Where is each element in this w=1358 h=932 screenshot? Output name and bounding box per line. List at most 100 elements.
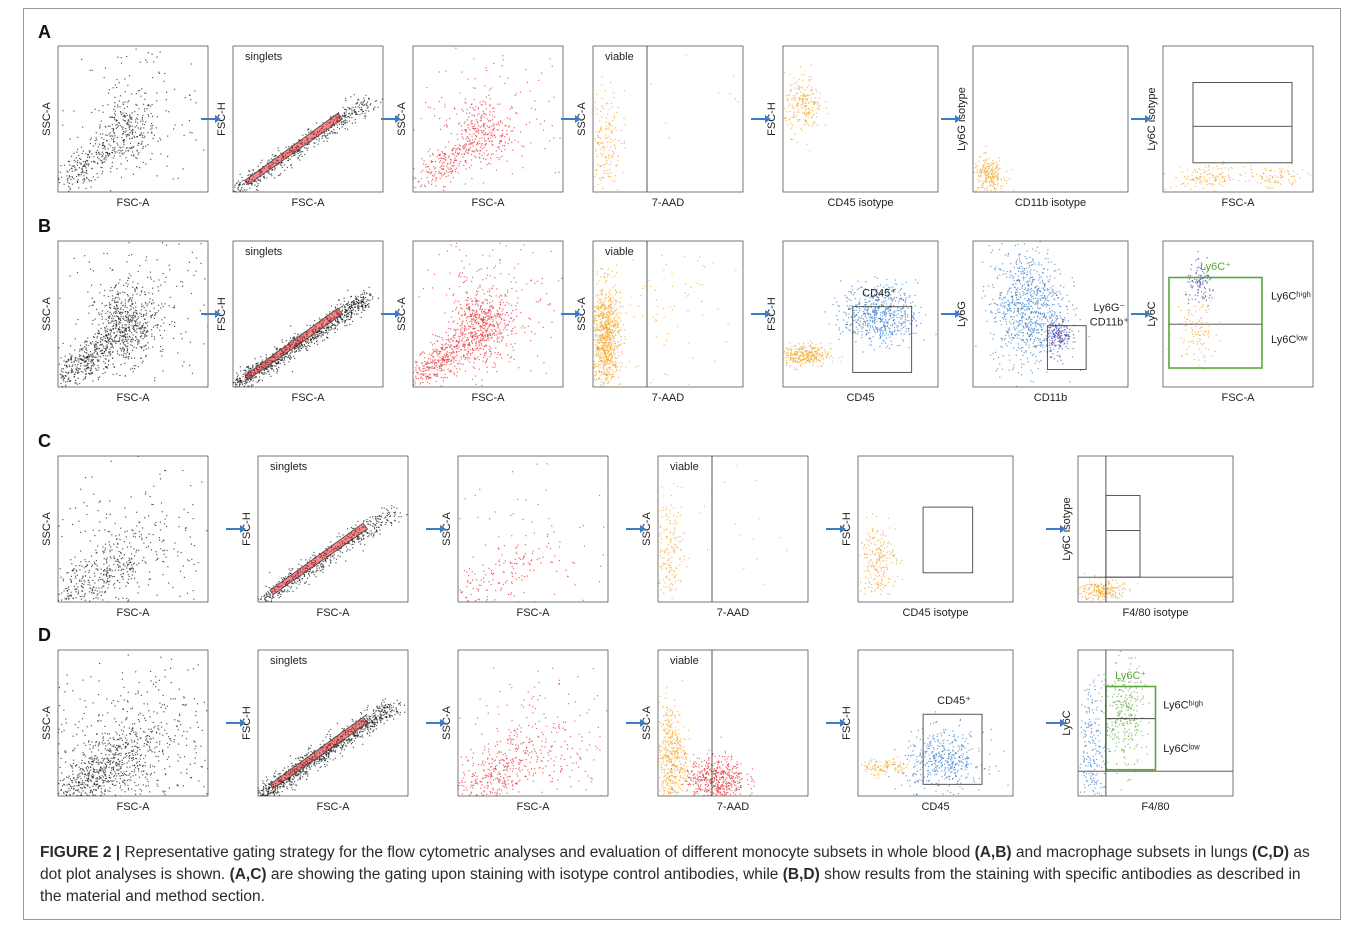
event-dots xyxy=(413,242,563,387)
plot-panel: FSC-A Ly6C isotype xyxy=(1146,45,1314,209)
plot-panel: FSC-A FSC-H singlets xyxy=(241,649,409,813)
caption-text-2: and macrophage subsets in lungs xyxy=(1015,844,1248,861)
arrow-head xyxy=(955,115,961,123)
caption-text-1: Representative gating strategy for the f… xyxy=(124,844,971,861)
x-axis-label: 7-AAD xyxy=(652,392,684,404)
plot-frame xyxy=(412,45,564,193)
arrow-head xyxy=(640,525,646,533)
plot-panel: FSC-A SSC-A xyxy=(41,649,209,813)
gate-label: viable xyxy=(605,246,634,258)
arrow-head xyxy=(840,525,846,533)
y-axis-label: FSC-H xyxy=(241,706,253,740)
plot-panel: F4/80 isotype Ly6C isotype xyxy=(1061,455,1234,619)
y-axis-label: SSC-A xyxy=(41,706,53,740)
plot-panel: 7-AAD SSC-A viable xyxy=(576,240,744,404)
x-axis-label: FSC-A xyxy=(472,392,506,404)
figure-caption: FIGURE 2 | Representative gating strateg… xyxy=(40,842,1325,908)
y-axis-label: Ly6C xyxy=(1146,301,1158,326)
gate-box xyxy=(1192,82,1293,164)
arrow-head xyxy=(765,115,771,123)
plot-panel: FSC-A SSC-A xyxy=(441,455,609,619)
gate-label: Ly6Cʰⁱᵍʰ xyxy=(1271,290,1311,302)
plot-frame xyxy=(782,45,939,193)
plot-frame xyxy=(1162,240,1314,388)
y-axis-label: FSC-H xyxy=(841,706,853,740)
gate-label: viable xyxy=(605,51,634,63)
arrow-head xyxy=(395,310,401,318)
singlets-gate xyxy=(244,112,344,186)
panel-letter: D xyxy=(38,625,51,645)
gate-label: singlets xyxy=(270,461,308,473)
gate-label: Ly6C⁺ xyxy=(1115,670,1146,682)
x-axis-label: CD11b isotype xyxy=(1015,197,1086,209)
gate-label: Ly6Cˡᵒʷ xyxy=(1271,334,1308,346)
plot-panel: FSC-A SSC-A xyxy=(41,45,209,209)
event-dots xyxy=(413,46,561,191)
gate-box xyxy=(1105,494,1141,578)
x-axis-label: CD45 xyxy=(846,392,874,404)
arrow-head xyxy=(640,719,646,727)
plot-frame xyxy=(1077,455,1234,603)
arrow-head xyxy=(765,310,771,318)
plot-panel: 7-AAD SSC-A viable xyxy=(576,45,744,209)
gate-label: viable xyxy=(670,655,699,667)
y-axis-label: Ly6C xyxy=(1061,710,1073,735)
x-axis-label: F4/80 isotype xyxy=(1122,607,1188,619)
event-dots xyxy=(58,654,208,796)
plot-frame xyxy=(457,649,609,797)
plot-panel: CD11b isotype Ly6G isotype xyxy=(956,45,1129,209)
arrow-head xyxy=(1060,525,1066,533)
gate-label: Ly6G⁻ xyxy=(1094,302,1126,314)
y-axis-label: SSC-A xyxy=(41,297,53,331)
arrow-head xyxy=(240,719,246,727)
x-axis-label: FSC-A xyxy=(117,392,151,404)
y-axis-label: FSC-H xyxy=(766,297,778,331)
y-axis-label: Ly6G xyxy=(956,301,968,327)
plot-frame xyxy=(592,240,744,388)
x-axis-label: 7-AAD xyxy=(717,801,749,813)
plot-panel: FSC-A SSC-A xyxy=(396,240,564,404)
caption-text-4: are showing the gating upon staining wit… xyxy=(270,866,779,883)
plot-frame xyxy=(412,240,564,388)
event-dots xyxy=(1164,161,1311,192)
plot-frame xyxy=(857,455,1014,603)
caption-ref-3: (A,C) xyxy=(229,866,267,883)
plot-panel: 7-AAD SSC-A viable xyxy=(641,649,809,813)
caption-text-3: as dot plot analyses is shown. xyxy=(40,844,1310,883)
plot-frame xyxy=(457,455,609,603)
plot-frame xyxy=(57,455,209,603)
plot-frame xyxy=(972,240,1129,388)
singlets-gate xyxy=(269,522,369,596)
arrow-head xyxy=(1060,719,1066,727)
arrow-head xyxy=(215,115,221,123)
event-dots xyxy=(1078,572,1139,602)
gate-box xyxy=(922,506,974,574)
y-axis-label: SSC-A xyxy=(396,102,408,136)
x-axis-label: F4/80 xyxy=(1141,801,1169,813)
panel-letter: C xyxy=(38,431,51,451)
x-axis-label: FSC-A xyxy=(317,607,351,619)
caption-ref-1: (A,B) xyxy=(974,844,1012,861)
arrow-head xyxy=(440,719,446,727)
event-dots xyxy=(593,253,737,387)
arrow-head xyxy=(1145,115,1151,123)
plot-panel: 7-AAD SSC-A viable xyxy=(641,455,809,619)
x-axis-label: CD11b xyxy=(1034,392,1067,404)
singlets-gate xyxy=(269,716,369,790)
event-dots xyxy=(973,145,1015,192)
plot-panel: CD45 isotype FSC-H xyxy=(766,45,939,209)
plot-frame xyxy=(657,649,809,797)
x-axis-label: 7-AAD xyxy=(652,197,684,209)
plot-frame xyxy=(972,45,1129,193)
plot-frame xyxy=(782,240,939,388)
gate-label: Ly6Cˡᵒʷ xyxy=(1163,743,1200,755)
x-axis-label: FSC-A xyxy=(117,607,151,619)
plot-frame xyxy=(232,45,384,193)
x-axis-label: CD45 xyxy=(921,801,949,813)
event-dots xyxy=(784,64,829,152)
singlets-gate xyxy=(244,307,344,381)
y-axis-label: SSC-A xyxy=(41,102,53,136)
x-axis-label: FSC-A xyxy=(317,801,351,813)
gate-label: Ly6Cʰⁱᵍʰ xyxy=(1163,699,1203,711)
